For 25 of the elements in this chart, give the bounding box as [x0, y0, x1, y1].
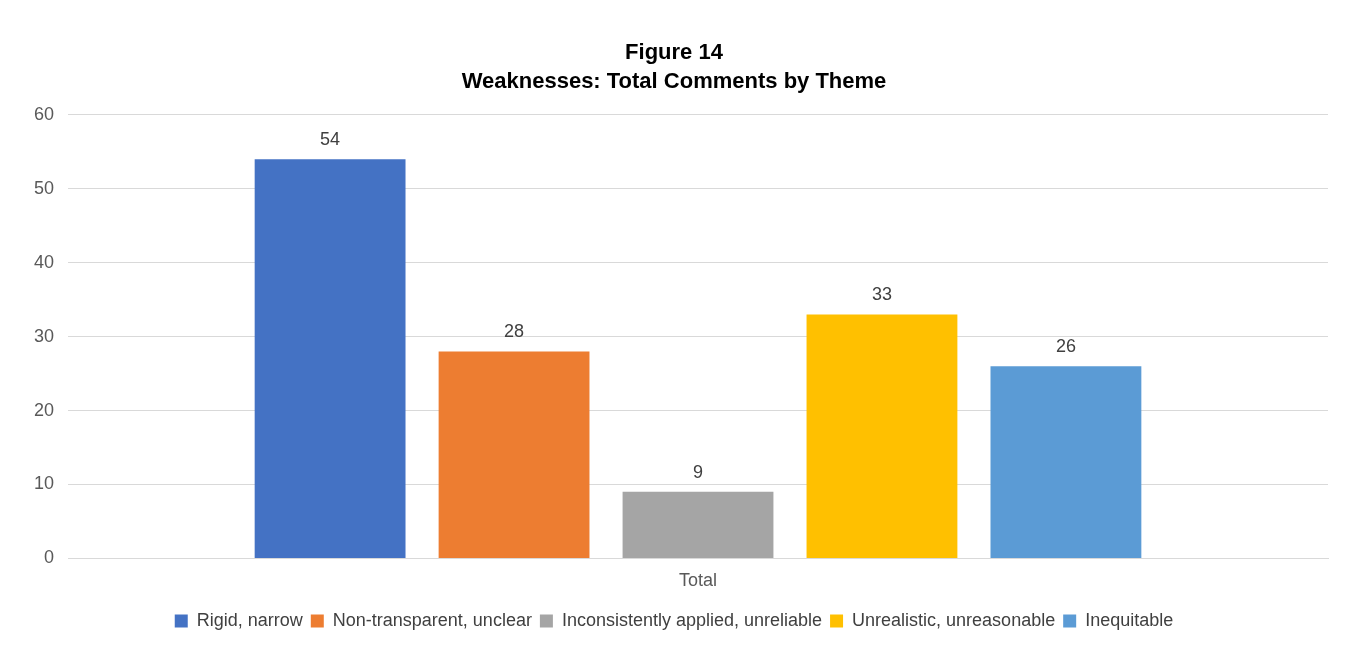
y-tick-label: 20 [33, 399, 55, 420]
legend-label: Inequitable [1085, 609, 1174, 630]
y-tick-label: 30 [33, 325, 55, 346]
chart-title: Figure 14 [625, 39, 724, 65]
y-tick-label: 60 [33, 103, 55, 124]
y-tick-label: 50 [33, 177, 55, 198]
data-label: 33 [871, 284, 892, 305]
y-tick-label: 0 [44, 547, 55, 568]
data-label: 26 [1055, 336, 1076, 357]
x-tick-label: Total [679, 570, 718, 591]
bar [254, 159, 406, 558]
legend-label: Inconsistently applied, unreliable [561, 609, 823, 630]
legend-label: Unrealistic, unreasonable [852, 609, 1056, 630]
bar [806, 314, 958, 558]
y-tick-label: 10 [33, 473, 55, 494]
bar [622, 491, 774, 558]
legend-label: Non-transparent, unclear [332, 609, 532, 630]
bar [990, 366, 1142, 558]
data-label: 54 [320, 129, 341, 150]
y-tick-label: 40 [33, 251, 55, 272]
chart-subtitle: Weaknesses: Total Comments by Theme [461, 67, 887, 93]
bar [438, 351, 590, 558]
data-label: 28 [504, 321, 525, 342]
legend-label: Rigid, narrow [196, 609, 304, 630]
data-label: 9 [693, 461, 704, 482]
